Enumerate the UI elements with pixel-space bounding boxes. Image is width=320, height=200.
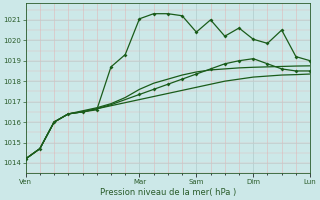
X-axis label: Pression niveau de la mer( hPa ): Pression niveau de la mer( hPa ) bbox=[100, 188, 236, 197]
